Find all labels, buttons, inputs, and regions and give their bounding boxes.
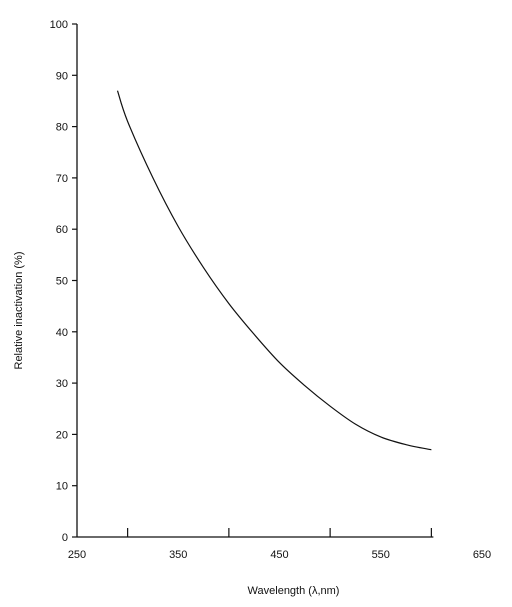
y-tick-label: 0 (62, 532, 68, 544)
y-tick-label: 50 (56, 276, 68, 288)
series-line (116, 90, 432, 451)
series (116, 90, 432, 451)
axes (76, 24, 434, 538)
x-tick-label: 350 (169, 549, 187, 561)
y-tick-label: 40 (56, 327, 68, 339)
y-ticks: 0 10 20 30 40 50 60 70 80 90 100 (50, 19, 77, 544)
x-tick-label: 450 (270, 549, 288, 561)
y-tick-label: 80 (56, 122, 68, 134)
x-ticks: 250 350 450 550 650 (68, 528, 491, 561)
y-tick-label: 90 (56, 70, 68, 82)
x-axis-title: Wavelength (λ,nm) (248, 585, 340, 597)
y-tick-label: 10 (56, 481, 68, 493)
y-axis-title: Relative inactivation (%) (13, 252, 25, 370)
y-tick-label: 60 (56, 224, 68, 236)
x-tick-label: 250 (68, 549, 86, 561)
y-tick-label: 20 (56, 429, 68, 441)
y-tick-label: 100 (50, 19, 68, 31)
y-tick-label: 30 (56, 378, 68, 390)
x-tick-label: 650 (473, 549, 491, 561)
x-tick-label: 550 (372, 549, 390, 561)
y-tick-label: 70 (56, 173, 68, 185)
